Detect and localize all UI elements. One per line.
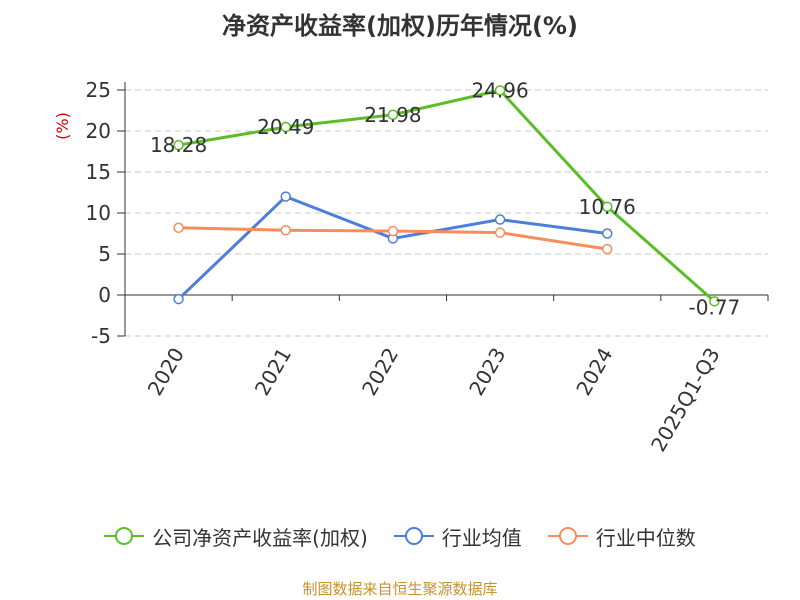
legend-marker-company [104, 527, 145, 545]
x-tick-label: 2024 [571, 344, 617, 400]
x-tick-label: 2023 [464, 344, 510, 400]
legend: 公司净资产收益率(加权) 行业均值 行业中位数 [0, 520, 800, 552]
data-label: 21.98 [364, 103, 421, 127]
data-point [280, 191, 291, 202]
y-tick-label: 25 [86, 78, 111, 102]
data-point [709, 296, 720, 307]
y-tick-label: 15 [86, 160, 111, 184]
data-point [602, 228, 613, 239]
x-tick-label: 2022 [357, 344, 403, 400]
y-tick-label: 5 [98, 242, 111, 266]
data-point [602, 201, 613, 213]
data-point [280, 121, 291, 133]
chart-title: 净资产收益率(加权)历年情况(%) [222, 12, 578, 40]
data-point [387, 225, 399, 237]
legend-item-industry-median[interactable]: 行业中位数 [547, 522, 696, 551]
y-tick-label: -5 [91, 324, 111, 348]
data-point [173, 293, 184, 305]
data-point [173, 139, 184, 151]
data-point [494, 85, 506, 96]
y-tick-label: 20 [86, 119, 111, 143]
source-note: 制图数据来自恒生聚源数据库 [302, 580, 498, 598]
data-point [494, 214, 506, 225]
y-tick-label: 0 [98, 283, 111, 307]
legend-item-company[interactable]: 公司净资产收益率(加权) [104, 522, 368, 551]
legend-marker-industry-mean [393, 527, 434, 545]
data-point [387, 109, 399, 121]
legend-marker-industry-median [547, 527, 588, 545]
data-point [173, 222, 184, 234]
legend-label-industry-mean: 行业均值 [441, 525, 522, 550]
data-label: 20.49 [257, 115, 314, 139]
series-line-industry-mean [177, 194, 608, 301]
data-label: 18.28 [150, 133, 207, 157]
data-label: -0.77 [689, 295, 741, 319]
x-tick-label: 2025Q1-Q3 [646, 344, 725, 456]
data-point [494, 227, 506, 238]
x-tick-label: 2020 [143, 344, 189, 400]
data-point [602, 243, 613, 255]
y-tick-label: 10 [86, 201, 111, 225]
data-label: 10.76 [579, 195, 636, 219]
series-line-company [178, 88, 716, 303]
legend-label-industry-median: 行业中位数 [595, 525, 696, 550]
x-tick-label: 2021 [250, 344, 296, 400]
data-point [280, 224, 291, 236]
data-label: 24.96 [471, 78, 528, 102]
legend-item-industry-mean[interactable]: 行业均值 [393, 522, 522, 551]
legend-label-company: 公司净资产收益率(加权) [152, 525, 368, 550]
y-axis-label: (%) [53, 112, 72, 140]
